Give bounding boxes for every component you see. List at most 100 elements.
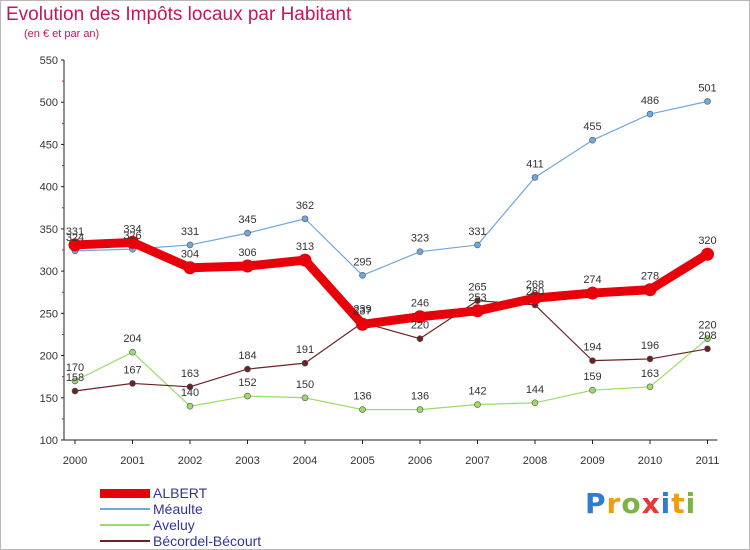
data-point: [186, 241, 194, 249]
data-label: 334: [123, 223, 141, 235]
chart-subtitle: (en € et par an): [24, 28, 100, 40]
series-line-m-aulte: [74, 100, 709, 276]
y-tick-label: 450: [40, 139, 58, 151]
data-point: [416, 335, 424, 342]
data-point: [704, 345, 711, 353]
proxiti-logo: Proxiti: [585, 487, 696, 520]
x-tick-label: 2005: [350, 455, 374, 467]
data-label: 274: [583, 274, 601, 286]
data-label: 142: [468, 386, 486, 398]
data-label: 194: [583, 342, 601, 354]
data-point: [244, 392, 251, 400]
data-point: [301, 359, 309, 367]
data-point: [301, 215, 309, 223]
legend-swatch: [100, 524, 150, 526]
data-label: 140: [181, 387, 199, 399]
legend-swatch: [100, 508, 150, 510]
x-tick-label: 2003: [235, 455, 259, 467]
data-label: 486: [641, 95, 659, 107]
data-point: [474, 297, 481, 304]
data-point: [413, 310, 427, 324]
data-label: 265: [468, 282, 486, 294]
data-point: [474, 241, 481, 249]
data-label: 501: [698, 82, 716, 94]
data-label: 208: [698, 330, 716, 342]
series-line-b-cordel-b-court: [74, 300, 709, 392]
logo-letter: t: [671, 487, 686, 520]
data-label: 136: [353, 391, 371, 403]
data-point: [356, 317, 369, 331]
series-line-aveluy: [74, 338, 709, 411]
data-label: 268: [526, 279, 544, 291]
data-label: 304: [181, 249, 199, 261]
data-point: [71, 387, 79, 395]
x-tick-label: 2000: [63, 455, 87, 467]
data-label: 170: [66, 362, 84, 374]
data-label: 237: [353, 305, 371, 317]
data-point: [646, 355, 654, 363]
data-point: [471, 304, 484, 318]
data-point: [301, 394, 309, 402]
data-label: 246: [411, 298, 429, 310]
data-label: 136: [411, 391, 429, 403]
data-point: [589, 386, 596, 394]
x-tick-label: 2006: [408, 455, 432, 467]
x-tick-label: 2007: [465, 455, 489, 467]
y-tick-label: 300: [40, 266, 58, 278]
logo-letter: x: [641, 487, 661, 520]
legend-swatch: [100, 540, 150, 542]
y-tick-label: 200: [40, 351, 58, 363]
data-label: 191: [296, 344, 314, 356]
data-point: [528, 291, 542, 305]
data-point: [416, 406, 424, 413]
x-tick-label: 2004: [293, 455, 317, 467]
data-point: [586, 286, 599, 300]
data-point: [646, 383, 654, 391]
data-label: 152: [238, 377, 256, 389]
data-label: 324: [66, 232, 84, 244]
data-point: [701, 247, 714, 261]
data-point: [359, 406, 366, 413]
data-point: [186, 402, 194, 410]
x-tick-label: 2011: [696, 455, 720, 467]
data-label: 220: [698, 320, 716, 332]
data-label: 220: [411, 320, 429, 332]
data-label: 239: [353, 304, 371, 316]
data-point: [129, 348, 136, 356]
data-label: 306: [238, 247, 256, 259]
data-label: 323: [411, 233, 429, 245]
data-label: 167: [123, 364, 141, 376]
data-point: [126, 235, 139, 249]
y-tick-label: 100: [40, 435, 58, 447]
logo-letter: i: [660, 487, 672, 520]
data-point: [244, 365, 251, 373]
data-point: [241, 259, 254, 273]
x-tick-label: 2010: [638, 455, 662, 467]
data-point: [643, 283, 657, 297]
data-point: [589, 136, 596, 144]
legend-label: Bécordel-Bécourt: [153, 533, 262, 549]
data-label: 163: [641, 368, 659, 380]
logo-letter: r: [606, 487, 622, 520]
data-point: [359, 272, 366, 279]
x-tick-label: 2009: [580, 455, 604, 467]
legend-label: Méaulte: [153, 501, 203, 517]
data-point: [183, 261, 197, 275]
chart-title: Evolution des Impôts locaux par Habitant: [6, 4, 352, 25]
data-label: 204: [123, 333, 141, 345]
data-point: [531, 399, 539, 407]
data-label: 260: [526, 286, 544, 298]
x-tick-label: 2001: [120, 455, 144, 467]
y-tick-label: 550: [40, 55, 58, 67]
logo-letter: o: [621, 487, 642, 520]
data-label: 196: [641, 340, 659, 352]
data-point: [186, 383, 194, 391]
data-label: 278: [641, 271, 659, 283]
data-point: [129, 380, 136, 387]
y-tick-label: 400: [40, 182, 58, 194]
y-tick-label: 350: [40, 224, 58, 236]
data-label: 331: [181, 226, 199, 238]
data-point: [298, 253, 312, 267]
logo-letter: i: [685, 487, 697, 520]
